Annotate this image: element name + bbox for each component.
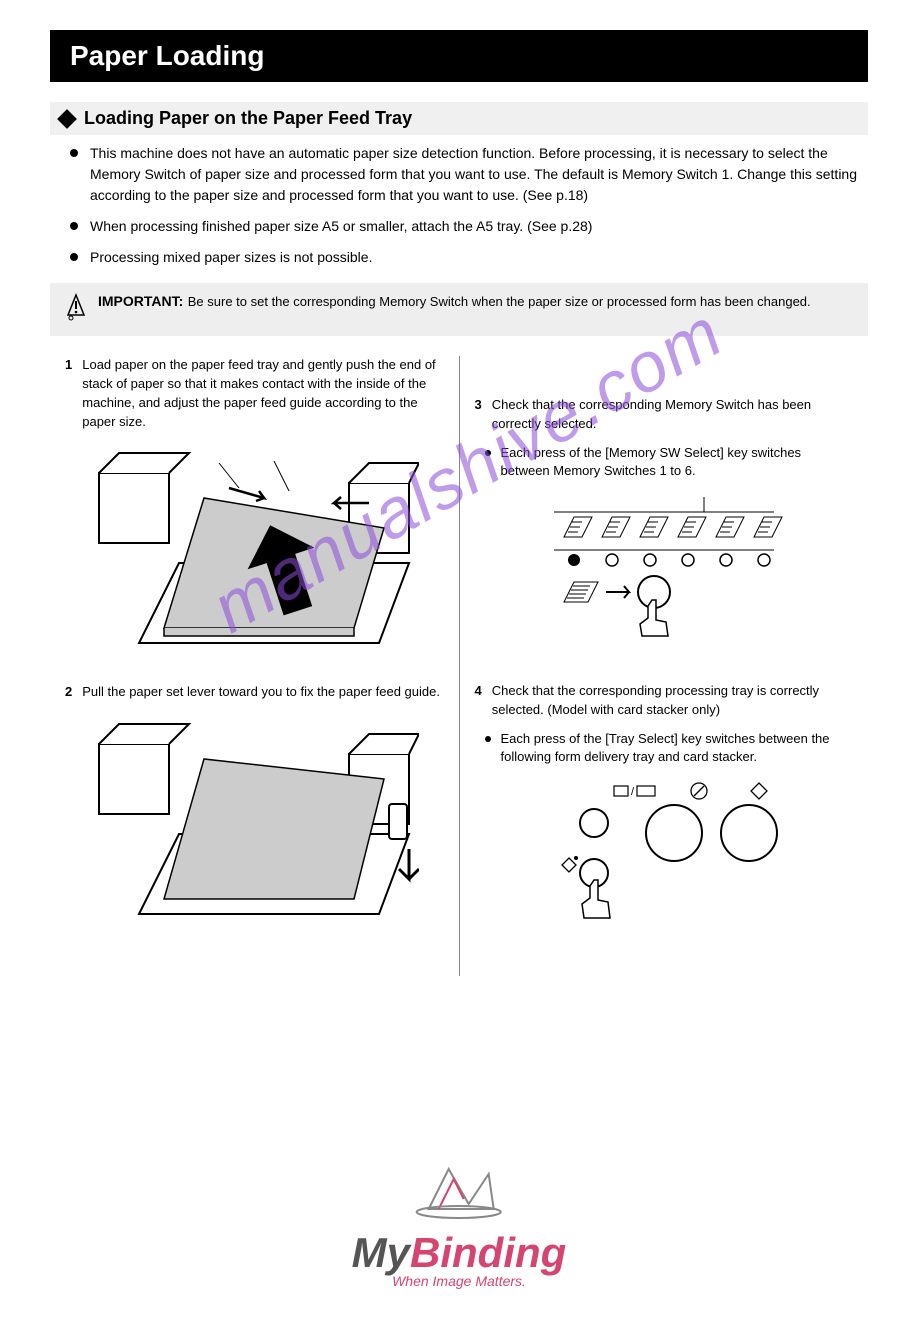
memory-switch-illustration [475,492,854,662]
sub-bullet-text: Each press of the [Memory SW Select] key… [501,444,854,480]
sub-bullet-text: Each press of the [Tray Select] key swit… [501,730,854,766]
bullet-item: When processing finished paper size A5 o… [70,216,868,237]
step-number: 2 [65,683,72,702]
step-2: 2 Pull the paper set lever toward you to… [65,683,444,702]
header-title: Paper Loading [70,40,848,72]
bullet-item: Processing mixed paper sizes is not poss… [70,247,868,268]
step-3: 3 Check that the corresponding Memory Sw… [475,396,854,434]
step-number: 1 [65,356,72,431]
logo-text: MyBinding [352,1229,567,1277]
important-content: IMPORTANT: Be sure to set the correspond… [98,293,811,311]
sub-bullet: Each press of the [Tray Select] key swit… [485,730,854,766]
important-box: IMPORTANT: Be sure to set the correspond… [50,283,868,336]
section-heading: Loading Paper on the Paper Feed Tray [50,102,868,135]
bullet-dot-icon [70,149,78,157]
step-text: Check that the corresponding processing … [492,682,853,720]
diamond-icon [57,109,77,129]
two-column-layout: 1 Load paper on the paper feed tray and … [50,356,868,976]
left-column: 1 Load paper on the paper feed tray and … [50,356,459,976]
bullet-text: This machine does not have an automatic … [90,143,868,206]
step-text: Check that the corresponding Memory Swit… [492,396,853,434]
paper-load-illustration [65,443,444,663]
bullet-dot-icon [485,450,491,456]
bullet-dot-icon [70,253,78,261]
bullet-dot-icon [70,222,78,230]
bullet-text: Processing mixed paper sizes is not poss… [90,247,372,268]
logo-part1: My [352,1229,410,1276]
svg-text:/: / [631,786,635,798]
tray-select-illustration: / [475,778,854,938]
header-bar: Paper Loading [50,30,868,82]
right-column: 3 Check that the corresponding Memory Sw… [460,356,869,976]
exclamation-icon [66,293,86,326]
step-number: 4 [475,682,482,720]
bullet-dot-icon [485,736,491,742]
step-1: 1 Load paper on the paper feed tray and … [65,356,444,431]
bullet-item: This machine does not have an automatic … [70,143,868,206]
step-text: Load paper on the paper feed tray and ge… [82,356,443,431]
important-title: IMPORTANT: [98,293,183,309]
logo-part2: Binding [410,1229,566,1276]
step-4: 4 Check that the corresponding processin… [475,682,854,720]
paper-lever-illustration [65,714,444,934]
bullet-text: When processing finished paper size A5 o… [90,216,592,237]
logo-graphic-icon [399,1154,519,1224]
step-number: 3 [475,396,482,434]
step-text: Pull the paper set lever toward you to f… [82,683,440,702]
important-text: Be sure to set the corresponding Memory … [188,294,811,309]
logo: MyBinding When Image Matters. [352,1154,567,1289]
sub-bullet: Each press of the [Memory SW Select] key… [485,444,854,480]
bullet-list: This machine does not have an automatic … [70,143,868,268]
section-heading-text: Loading Paper on the Paper Feed Tray [84,108,412,129]
